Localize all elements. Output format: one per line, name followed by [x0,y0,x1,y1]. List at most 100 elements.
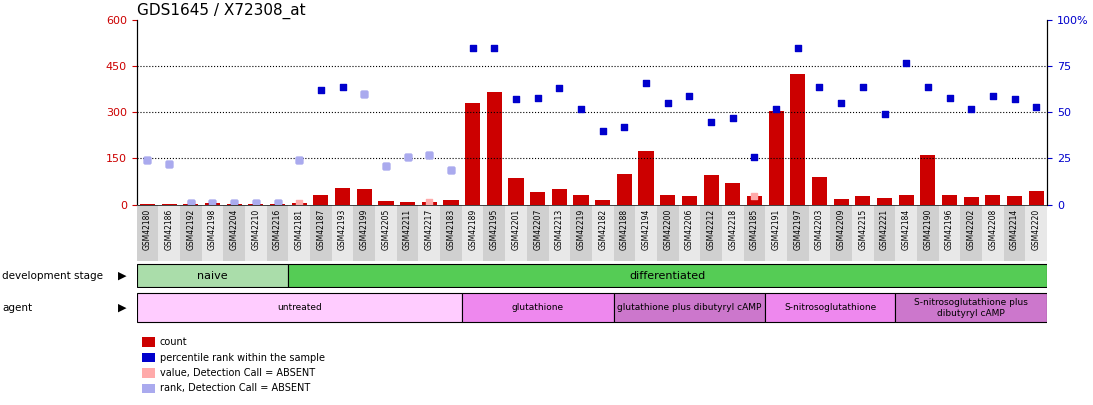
Text: differentiated: differentiated [630,271,706,281]
Bar [483,205,505,261]
Point [551,85,568,92]
Bar [422,202,437,205]
Bar [964,197,979,205]
Text: GSM42207: GSM42207 [533,209,542,250]
Bar [790,74,806,205]
Point [203,199,221,206]
Bar [679,205,701,261]
Point [183,200,200,207]
Bar [226,204,242,205]
Point [203,199,221,206]
Bar [140,204,155,205]
Bar [334,188,350,205]
Text: GSM42210: GSM42210 [251,209,260,250]
Point [745,193,763,199]
Bar [812,177,827,205]
Bar [920,156,936,205]
Text: GSM42189: GSM42189 [468,209,478,250]
Text: GSM42191: GSM42191 [772,209,780,250]
Bar [356,189,372,205]
Point [745,153,763,160]
Text: percentile rank within the sample: percentile rank within the sample [160,353,325,362]
Point [507,96,525,103]
Bar [743,205,765,261]
Point [659,100,677,107]
Point [183,199,200,206]
Point [637,80,655,86]
Text: GSM42190: GSM42190 [924,209,932,250]
Point [573,105,590,112]
Bar [831,205,853,261]
Point [161,161,178,167]
Point [919,83,937,90]
Text: development stage: development stage [2,271,103,281]
Point [139,157,156,164]
Text: GSM42195: GSM42195 [490,209,498,250]
Point [463,45,481,51]
Text: GSM42180: GSM42180 [143,209,152,250]
Point [333,83,351,90]
Bar [223,205,245,261]
Bar [765,205,787,261]
Text: GSM42200: GSM42200 [663,209,672,250]
Text: value, Detection Call = ABSENT: value, Detection Call = ABSENT [160,368,315,378]
Bar [267,205,289,261]
Bar [917,205,939,261]
Point [291,157,308,164]
Bar [184,204,199,205]
Bar [137,205,158,261]
Bar [462,205,483,261]
Point [941,94,959,101]
Point [377,162,395,169]
Bar [527,205,549,261]
Point [399,153,416,160]
Point [421,151,438,158]
Text: GSM42221: GSM42221 [880,209,889,250]
Point [421,151,438,158]
Bar [444,200,459,205]
Text: ▶: ▶ [118,271,127,281]
Point [1006,96,1023,103]
Text: GSM42196: GSM42196 [945,209,954,250]
Text: GSM42192: GSM42192 [186,209,196,250]
Bar [162,204,177,205]
Bar [722,205,743,261]
Point [225,199,243,206]
Point [681,93,698,99]
Bar [613,293,765,322]
Text: S-nitrosoglutathione plus
dibutyryl cAMP: S-nitrosoglutathione plus dibutyryl cAMP [914,298,1029,318]
Text: GSM42187: GSM42187 [316,209,326,250]
Bar [855,196,870,205]
Bar [1029,191,1044,205]
Bar [289,205,310,261]
Text: GSM42186: GSM42186 [165,209,174,250]
Point [854,83,871,90]
Text: GSM42220: GSM42220 [1032,209,1041,250]
Point [291,157,308,164]
Bar [508,179,524,205]
Text: untreated: untreated [277,303,321,312]
Text: GSM42219: GSM42219 [576,209,586,250]
Text: GSM42185: GSM42185 [750,209,759,250]
Point [875,111,893,117]
Point [767,105,785,112]
Bar [895,205,917,261]
Text: ▶: ▶ [118,303,127,313]
Text: naive: naive [197,271,227,281]
Point [984,93,1001,99]
Bar [270,204,285,205]
Point [183,199,200,206]
Bar [465,103,480,205]
Bar [462,293,613,322]
Point [247,199,265,206]
Bar [787,205,809,261]
Bar [809,205,831,261]
Text: GSM42209: GSM42209 [836,209,846,250]
Bar [137,264,289,287]
Point [703,118,720,125]
Bar [877,198,892,205]
Point [139,157,156,164]
Bar [310,205,332,261]
Bar [613,205,635,261]
Bar [400,202,415,205]
